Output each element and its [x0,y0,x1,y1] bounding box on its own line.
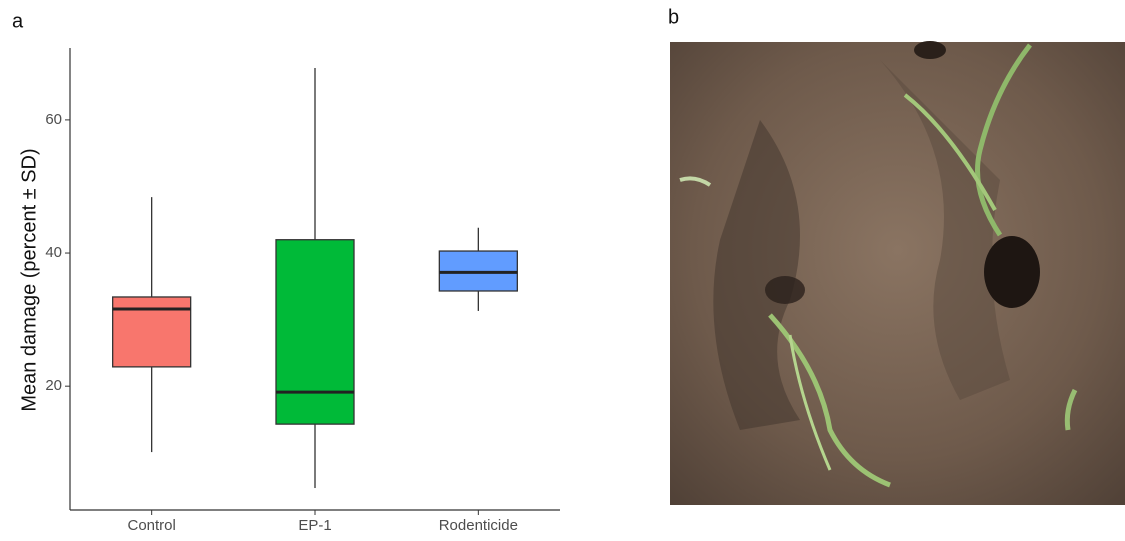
panel-label: b [668,6,679,28]
x-tick-label: Rodenticide [439,517,518,534]
x-tick-label: EP-1 [298,517,331,534]
y-axis-label: Mean damage (percent ± SD) [18,148,40,411]
y-tick-label: 20 [45,377,62,394]
plot-area: 20 40 60 Mean damage (percent ± SD) Control E… [18,48,560,534]
panel-label: a [12,10,24,32]
y-tick-label: 40 [45,244,62,261]
box [276,240,354,424]
y-tick-label: 60 [45,111,62,128]
photo [670,41,1125,505]
x-tick-label: Control [127,517,175,534]
figure: a b 20 40 60 Mean damage (percent ± SD) Cont… [0,0,1125,536]
